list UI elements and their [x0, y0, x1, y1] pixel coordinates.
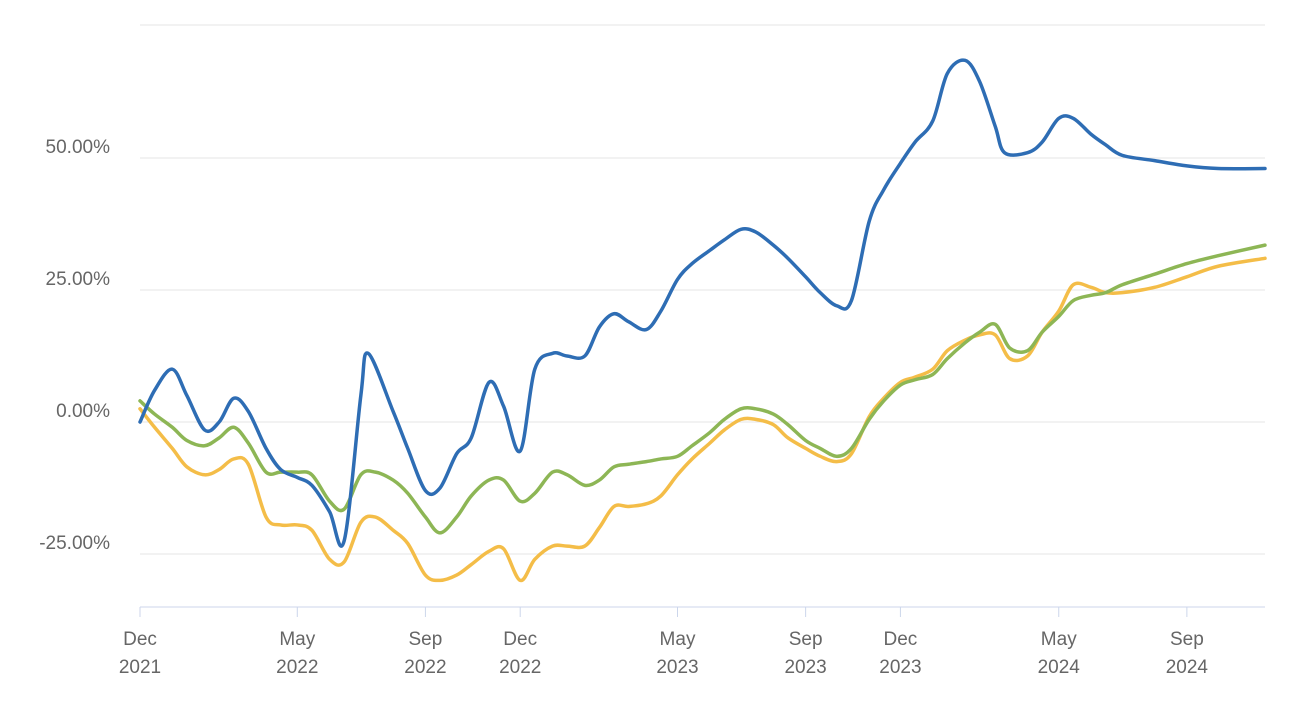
x-tick-label-year: 2022 — [404, 657, 446, 678]
x-tick-label-year: 2022 — [499, 657, 541, 678]
x-tick-label-month: Dec — [503, 629, 537, 650]
series-line-0 — [138, 58, 1267, 548]
x-tick-label-month: Dec — [123, 629, 157, 650]
y-tick-label: 25.00% — [46, 269, 111, 290]
x-tick-label-year: 2024 — [1166, 657, 1209, 678]
series-line-1 — [138, 243, 1267, 535]
x-tick-label-month: May — [1041, 629, 1077, 650]
x-tick-label-year: 2024 — [1038, 657, 1081, 678]
y-tick-label: -25.00% — [39, 533, 110, 554]
series-layer — [138, 58, 1267, 583]
x-tick-label-month: Sep — [789, 629, 823, 650]
y-axis-labels: -25.00% 0.00% 25.00% 50.00% — [39, 137, 110, 554]
x-tick-label-year: 2023 — [879, 657, 921, 678]
x-tick-label-year: 2022 — [276, 657, 318, 678]
x-tick-label-month: Dec — [884, 629, 918, 650]
x-tick-label-month: Sep — [409, 629, 443, 650]
series-line-2 — [138, 256, 1267, 583]
x-tick-label-month: May — [660, 629, 696, 650]
x-tick-label-year: 2023 — [656, 657, 698, 678]
x-tick-label-year: 2021 — [119, 657, 161, 678]
y-tick-label: 0.00% — [56, 401, 110, 422]
x-axis: Dec 2021 May 2022 Sep 2022 Dec 2022 May 2023 Sep 20… — [119, 606, 1265, 678]
x-tick-label-month: Sep — [1170, 629, 1204, 650]
y-tick-label: 50.00% — [46, 137, 111, 158]
x-tick-label-month: May — [279, 629, 315, 650]
x-tick-label-year: 2023 — [784, 657, 826, 678]
